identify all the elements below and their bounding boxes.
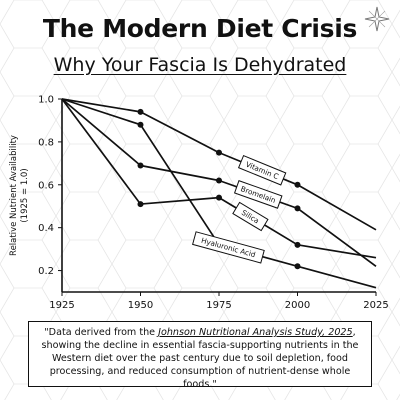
y-tick-label: 0.2 <box>38 266 54 277</box>
series-label: Silica <box>232 201 269 232</box>
y-tick-label: 0.6 <box>38 180 54 191</box>
data-point <box>294 181 301 188</box>
data-point <box>294 263 301 270</box>
series-label-box <box>233 180 283 209</box>
y-tick-label: 0.4 <box>38 223 54 234</box>
data-point <box>137 162 144 169</box>
data-point <box>294 241 301 248</box>
data-point <box>216 194 222 201</box>
data-point <box>216 149 222 156</box>
series-line <box>61 98 377 289</box>
page-subtitle: Why Your Fascia Is Dehydrated <box>53 54 347 76</box>
data-point <box>137 121 144 128</box>
x-tick-label: 2025 <box>363 300 388 311</box>
y-tick-label: 1.0 <box>38 95 54 106</box>
sparkle-star-icon <box>364 6 390 32</box>
caption-suffix: , showing the decline in essential fasci… <box>41 327 359 390</box>
x-tick-label: 2000 <box>285 300 310 311</box>
caption-prefix: "Data derived from the <box>44 327 159 338</box>
series-label-box <box>192 231 265 264</box>
series-label: Hyaluronic Acid <box>192 231 265 264</box>
x-tick-label: 1950 <box>128 300 153 311</box>
series-line <box>61 98 377 231</box>
series-label-box <box>237 154 287 186</box>
data-point <box>294 205 301 212</box>
data-point <box>216 177 222 184</box>
data-point <box>137 201 144 208</box>
nutrient-line-chart: 0.2 0.4 0.6 0.8 1.0 1925 1950 1975 2000 2025 Relat… <box>9 95 389 312</box>
data-point <box>137 108 144 115</box>
series-label-box <box>232 201 269 232</box>
series-label: Vitamin C <box>237 154 287 186</box>
y-axis-label: Relative Nutrient Availability <box>9 135 19 256</box>
x-tick-label: 1925 <box>49 300 74 311</box>
y-axis-label: (1925 = 1.0) <box>20 168 30 222</box>
caption-box: "Data derived from the Johnson Nutrition… <box>28 321 372 390</box>
page-title: The Modern Diet Crisis <box>42 14 358 43</box>
x-tick-label: 1975 <box>206 300 231 311</box>
y-tick-label: 0.8 <box>38 137 54 148</box>
caption-source-link[interactable]: Johnson Nutritional Analysis Study, 2025 <box>158 327 353 338</box>
